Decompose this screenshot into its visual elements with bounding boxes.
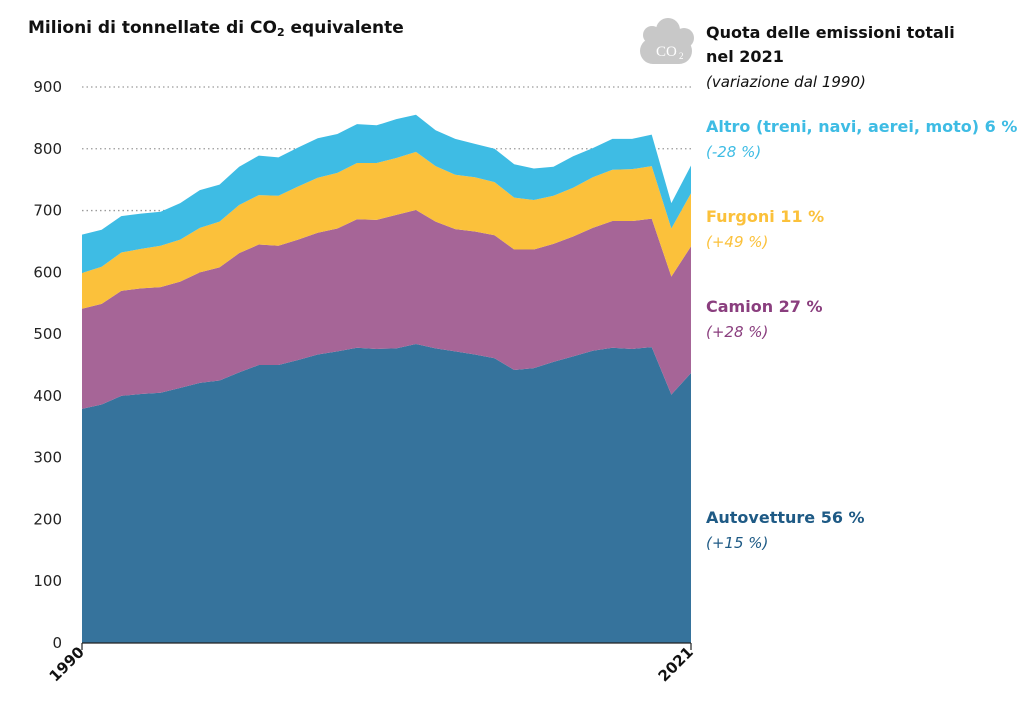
y-axis-ticks: 0 100 200 300 400 500 600 700 800 900 [33,78,62,652]
y-tick-label-700: 700 [33,202,62,220]
legend-title-line1: Quota delle emissioni totali [706,23,955,42]
legend-change-altro: (-28 %) [706,143,762,161]
legend-label-furgoni: Furgoni 11 % [706,207,825,226]
cloud-icon-text: CO [656,44,677,60]
legend-subtitle: (variazione dal 1990) [706,73,866,91]
x-axis-ticks: 1990 2021 [46,642,697,685]
y-axis-title-prefix: Milioni di tonnellate di CO [28,18,277,38]
area-camion [82,209,691,409]
y-axis-title-sub: 2 [276,26,285,39]
legend-change-autovetture: (+15 %) [706,534,769,552]
stacked-areas [82,114,691,643]
y-tick-label-200: 200 [33,510,62,528]
y-tick-label-900: 900 [33,78,62,96]
area-autovetture [82,344,691,643]
legend-label-autovetture: Autovetture 56 % [706,508,865,527]
y-axis-title: Milioni di tonnellate di CO2 equivalente [28,18,404,39]
legend-label-camion: Camion 27 % [706,297,823,316]
legend-title-line2: nel 2021 [706,47,784,66]
y-tick-label-600: 600 [33,263,62,281]
legend-title: Quota delle emissioni totali nel 2021 [706,21,1006,69]
legend-label-altro: Altro (treni, navi, aerei, moto) 6 % [706,117,1018,136]
y-tick-label-300: 300 [33,449,62,467]
y-tick-label-400: 400 [33,387,62,405]
y-axis-title-suffix: equivalente [284,18,404,38]
area-furgoni [82,151,691,309]
cloud-icon-sub: 2 [679,51,684,61]
co2-cloud-icon: CO 2 [640,18,694,64]
y-tick-label-100: 100 [33,572,62,590]
area-altro [82,114,691,273]
y-tick-label-800: 800 [33,140,62,158]
y-tick-label-0: 0 [52,634,62,652]
legend-change-camion: (+28 %) [706,323,769,341]
y-tick-label-500: 500 [33,325,62,343]
legend-change-furgoni: (+49 %) [706,233,769,251]
